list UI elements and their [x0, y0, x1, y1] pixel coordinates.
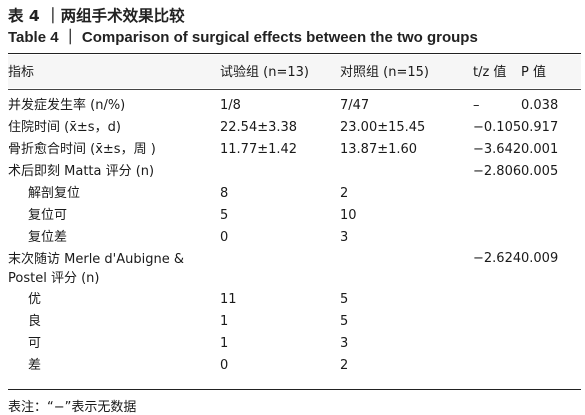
table-row: 解剖复位 8 2: [8, 183, 581, 205]
control-value: 13.87±1.60: [340, 142, 418, 157]
spacer-row: [8, 88, 581, 95]
p-value: [521, 333, 581, 355]
t-z-value: [473, 355, 521, 377]
comparison-table: 指标 试验组 (n=13) 对照组 (n=15) t/z 值 P 值 并发症发生…: [8, 57, 581, 377]
t-z-value: −2.806: [473, 164, 522, 179]
table-title-en: Table 4 ｜ Comparison of surgical effects…: [8, 29, 478, 46]
bottom-rule: [8, 389, 581, 390]
t-z-value: [473, 333, 521, 355]
p-value: [521, 355, 581, 377]
experimental-value: 0: [220, 230, 229, 245]
t-z-value: [473, 183, 521, 205]
experimental-value: 1/8: [220, 98, 241, 113]
row-label: 良: [28, 314, 42, 329]
control-value: [340, 249, 473, 289]
experimental-value: 11: [220, 292, 237, 307]
p-value: [521, 227, 581, 249]
p-value: 0.917: [521, 120, 559, 135]
control-value: 2: [340, 358, 349, 373]
table-row: 复位差 0 3: [8, 227, 581, 249]
experimental-value: 1: [220, 314, 229, 329]
table-title-cn: 表 4 ｜两组手术效果比较: [8, 7, 185, 25]
header-band: [8, 55, 581, 88]
experimental-value: 0: [220, 358, 229, 373]
top-rule: [8, 53, 581, 54]
p-value: 0.001: [521, 142, 559, 157]
row-label: 差: [28, 358, 42, 373]
control-value: 7/47: [340, 98, 370, 113]
row-label: 优: [28, 292, 42, 307]
control-value: 5: [340, 292, 349, 307]
experimental-value: 8: [220, 186, 229, 201]
p-value: [521, 311, 581, 333]
table-row: 骨折愈合时间 (x̄±s，周 ) 11.77±1.42 13.87±1.60 −…: [8, 139, 581, 161]
p-value: 0.005: [521, 164, 559, 179]
experimental-value: 22.54±3.38: [220, 120, 298, 135]
p-value: [521, 205, 581, 227]
table-row: 差 0 2: [8, 355, 581, 377]
header-experimental-group: 试验组 (n=13): [220, 64, 309, 80]
control-value: 3: [340, 336, 349, 351]
header-p-value: P 值: [521, 64, 546, 80]
header-rule: [8, 89, 581, 90]
experimental-value: [220, 249, 340, 289]
header-indicator: 指标: [8, 64, 35, 80]
experimental-value: 1: [220, 336, 229, 351]
t-z-value: [473, 205, 521, 227]
table-row: 并发症发生率 (n/%) 1/8 7/47 – 0.038: [8, 95, 581, 117]
experimental-value: 5: [220, 208, 229, 223]
row-label: 解剖复位: [28, 186, 81, 201]
row-label: 末次随访 Merle d'Aubigne & Postel 评分 (n): [8, 252, 185, 286]
t-z-value: [473, 227, 521, 249]
table-note: 表注：“−”表示无数据: [8, 400, 137, 415]
table-row: 优 11 5: [8, 289, 581, 311]
control-value: 10: [340, 208, 357, 223]
p-value: [521, 183, 581, 205]
table-row: 可 1 3: [8, 333, 581, 355]
row-label: 骨折愈合时间 (x̄±s，周 ): [8, 142, 156, 157]
experimental-value: [220, 161, 340, 183]
control-value: 2: [340, 186, 349, 201]
control-value: 3: [340, 230, 349, 245]
table-row: 末次随访 Merle d'Aubigne & Postel 评分 (n) −2.…: [8, 249, 581, 289]
t-z-value: −0.105: [473, 120, 522, 135]
table-row: 住院时间 (x̄±s，d) 22.54±3.38 23.00±15.45 −0.…: [8, 117, 581, 139]
experimental-value: 11.77±1.42: [220, 142, 298, 157]
row-label: 复位可: [28, 208, 68, 223]
row-label: 并发症发生率 (n/%): [8, 98, 126, 113]
table-row: 复位可 5 10: [8, 205, 581, 227]
row-label: 术后即刻 Matta 评分 (n): [8, 164, 155, 179]
header-t-z-value: t/z 值: [473, 64, 507, 80]
row-label: 住院时间 (x̄±s，d): [8, 120, 121, 135]
control-value: 5: [340, 314, 349, 329]
t-z-value: −2.624: [473, 251, 522, 266]
table-row: 术后即刻 Matta 评分 (n) −2.806 0.005: [8, 161, 581, 183]
t-z-value: [473, 289, 521, 311]
t-z-value: −3.642: [473, 142, 522, 157]
p-value: [521, 289, 581, 311]
control-value: 23.00±15.45: [340, 120, 426, 135]
t-z-value: –: [473, 98, 480, 113]
header-row: 指标 试验组 (n=13) 对照组 (n=15) t/z 值 P 值: [8, 57, 581, 88]
t-z-value: [473, 311, 521, 333]
table-row: 良 1 5: [8, 311, 581, 333]
row-label: 复位差: [28, 230, 68, 245]
row-label: 可: [28, 336, 42, 351]
p-value: 0.038: [521, 98, 559, 113]
p-value: 0.009: [521, 251, 559, 266]
header-control-group: 对照组 (n=15): [340, 64, 429, 80]
control-value: [340, 161, 473, 183]
